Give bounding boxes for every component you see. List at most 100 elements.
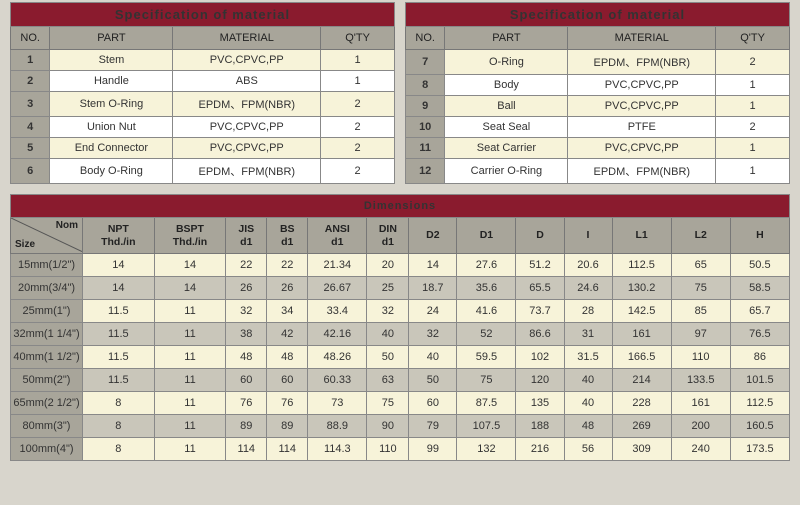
- cell-value: 65.5: [516, 277, 564, 300]
- cell-value: 59.5: [457, 346, 516, 369]
- cell-part: Ball: [445, 96, 568, 117]
- dim-col-header: DINd1: [367, 218, 409, 254]
- cell-part: Union Nut: [50, 117, 173, 138]
- cell-value: 11: [154, 300, 226, 323]
- cell-value: 38: [226, 323, 267, 346]
- table-row: 12Carrier O-RingEPDM、FPM(NBR)1: [406, 159, 790, 184]
- cell-value: 32: [367, 300, 409, 323]
- table-row: 9BallPVC,CPVC,PP1: [406, 96, 790, 117]
- cell-no: 5: [11, 138, 50, 159]
- cell-value: 87.5: [457, 392, 516, 415]
- dim-col-header: ANSId1: [308, 218, 367, 254]
- cell-qty: 2: [321, 138, 395, 159]
- table-row: 3Stem O-RingEPDM、FPM(NBR)2: [11, 92, 395, 117]
- dim-col-header: D2: [409, 218, 457, 254]
- cell-part: End Connector: [50, 138, 173, 159]
- dimensions-container: Dimensions Nom Size NPTThd./inBSPTThd./i…: [0, 184, 800, 461]
- cell-value: 309: [612, 438, 671, 461]
- cell-value: 79: [409, 415, 457, 438]
- cell-material: PVC,CPVC,PP: [568, 96, 716, 117]
- cell-value: 26: [226, 277, 267, 300]
- cell-value: 76: [267, 392, 308, 415]
- dim-col-header: JISd1: [226, 218, 267, 254]
- cell-value: 20: [367, 254, 409, 277]
- cell-value: 48: [267, 346, 308, 369]
- cell-value: 48.26: [308, 346, 367, 369]
- cell-value: 85: [671, 300, 730, 323]
- size-label: Size: [15, 239, 35, 251]
- dim-col-header: D1: [457, 218, 516, 254]
- cell-value: 132: [457, 438, 516, 461]
- cell-no: 11: [406, 138, 445, 159]
- cell-value: 22: [267, 254, 308, 277]
- cell-value: 76: [226, 392, 267, 415]
- dimensions-table: Dimensions Nom Size NPTThd./inBSPTThd./i…: [10, 194, 790, 461]
- cell-value: 24.6: [564, 277, 612, 300]
- cell-part: Seat Carrier: [445, 138, 568, 159]
- cell-value: 228: [612, 392, 671, 415]
- table-row: 5End ConnectorPVC,CPVC,PP2: [11, 138, 395, 159]
- cell-value: 41.6: [457, 300, 516, 323]
- dimensions-title: Dimensions: [11, 195, 790, 218]
- cell-material: PVC,CPVC,PP: [173, 138, 321, 159]
- cell-qty: 1: [321, 71, 395, 92]
- cell-no: 9: [406, 96, 445, 117]
- cell-material: EPDM、FPM(NBR): [173, 92, 321, 117]
- cell-value: 73: [308, 392, 367, 415]
- cell-qty: 1: [716, 96, 790, 117]
- col-part: PART: [445, 27, 568, 50]
- cell-value: 89: [267, 415, 308, 438]
- cell-value: 86: [730, 346, 789, 369]
- cell-part: Stem: [50, 50, 173, 71]
- dim-col-header: D: [516, 218, 564, 254]
- cell-value: 31.5: [564, 346, 612, 369]
- cell-value: 11.5: [83, 300, 155, 323]
- cell-value: 26: [267, 277, 308, 300]
- cell-material: EPDM、FPM(NBR): [568, 50, 716, 75]
- cell-value: 114: [267, 438, 308, 461]
- cell-value: 11.5: [83, 346, 155, 369]
- table-row: 4Union NutPVC,CPVC,PP2: [11, 117, 395, 138]
- cell-qty: 2: [716, 117, 790, 138]
- size-nom-header: Nom Size: [11, 218, 83, 254]
- cell-value: 11: [154, 369, 226, 392]
- cell-value: 48: [564, 415, 612, 438]
- col-part: PART: [50, 27, 173, 50]
- cell-qty: 2: [321, 92, 395, 117]
- table-row: 11Seat CarrierPVC,CPVC,PP1: [406, 138, 790, 159]
- cell-value: 8: [83, 415, 155, 438]
- cell-value: 75: [457, 369, 516, 392]
- spec-table-right: Specification of material NO. PART MATER…: [405, 2, 790, 184]
- table-row: 80mm(3")811898988.99079107.5188482692001…: [11, 415, 790, 438]
- cell-value: 90: [367, 415, 409, 438]
- cell-value: 166.5: [612, 346, 671, 369]
- cell-value: 20.6: [564, 254, 612, 277]
- cell-part: Handle: [50, 71, 173, 92]
- cell-value: 11.5: [83, 323, 155, 346]
- cell-value: 35.6: [457, 277, 516, 300]
- cell-value: 58.5: [730, 277, 789, 300]
- cell-no: 8: [406, 75, 445, 96]
- cell-value: 114.3: [308, 438, 367, 461]
- cell-value: 161: [612, 323, 671, 346]
- cell-value: 27.6: [457, 254, 516, 277]
- cell-value: 14: [154, 277, 226, 300]
- cell-value: 25: [367, 277, 409, 300]
- cell-value: 60: [267, 369, 308, 392]
- cell-value: 28: [564, 300, 612, 323]
- cell-qty: 2: [321, 159, 395, 184]
- cell-value: 114: [226, 438, 267, 461]
- dim-col-header: BSPTThd./in: [154, 218, 226, 254]
- cell-value: 160.5: [730, 415, 789, 438]
- cell-value: 48: [226, 346, 267, 369]
- dim-col-header: L2: [671, 218, 730, 254]
- cell-value: 107.5: [457, 415, 516, 438]
- cell-value: 63: [367, 369, 409, 392]
- dim-col-header: BSd1: [267, 218, 308, 254]
- table-row: 15mm(1/2")1414222221.34201427.651.220.61…: [11, 254, 790, 277]
- cell-size: 50mm(2"): [11, 369, 83, 392]
- cell-value: 65: [671, 254, 730, 277]
- cell-value: 135: [516, 392, 564, 415]
- cell-value: 216: [516, 438, 564, 461]
- cell-part: Body O-Ring: [50, 159, 173, 184]
